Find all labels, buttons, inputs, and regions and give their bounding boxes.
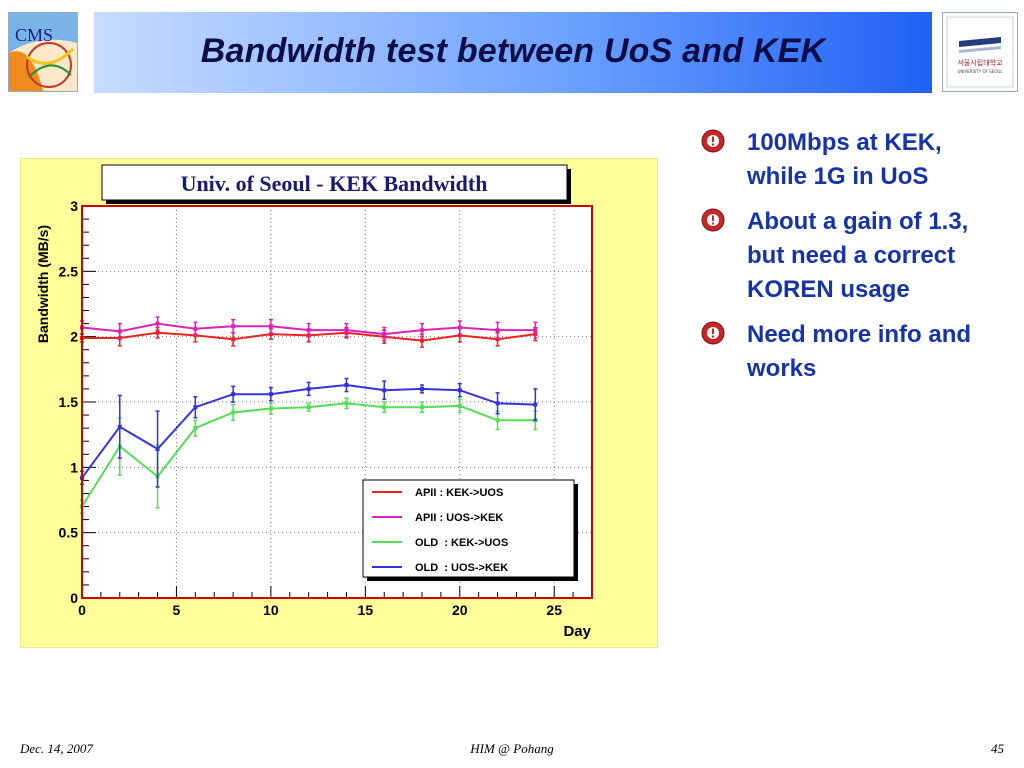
title-bar: Bandwidth test between UoS and KEK — [94, 12, 932, 93]
cms-logo-graphic: CMS — [9, 13, 77, 91]
alert-bullet-icon — [701, 208, 725, 232]
data-point — [268, 392, 273, 397]
data-point — [231, 410, 236, 415]
data-point — [268, 332, 273, 337]
data-point — [231, 324, 236, 329]
legend-label: APII : KEK->UOS — [415, 487, 503, 499]
chart-svg: Bandwidth (MB/s) Day 0 5 10 15 20 25 0 0.5 1 1.5 2… — [19, 157, 659, 649]
data-point — [193, 426, 198, 431]
series-4 — [80, 377, 538, 488]
data-point — [155, 447, 160, 452]
y-tick-label: 0.5 — [59, 525, 79, 541]
bandwidth-chart: Bandwidth (MB/s) Day 0 5 10 15 20 25 0 0.5 1 1.5 2… — [19, 157, 659, 649]
y-tick-label: 3 — [70, 198, 78, 214]
data-point — [382, 388, 387, 393]
data-point — [495, 337, 500, 342]
cms-logo-text: CMS — [15, 25, 53, 45]
legend-label: OLD : UOS->KEK — [415, 562, 508, 574]
y-tick-label: 2.5 — [59, 263, 79, 279]
university-logo-text: 서울시립대학교 — [957, 58, 1003, 67]
x-tick-label: 10 — [263, 602, 279, 618]
data-point — [533, 328, 538, 333]
data-point — [495, 401, 500, 406]
data-point — [457, 333, 462, 338]
data-point — [457, 403, 462, 408]
legend-label: APII : UOS->KEK — [415, 512, 503, 524]
footer-center-text: HIM @ Pohang — [470, 741, 554, 756]
data-point — [193, 326, 198, 331]
chart-title-box: Univ. of Seoul - KEK Bandwidth — [101, 164, 571, 204]
data-point — [117, 424, 122, 429]
data-point — [420, 328, 424, 333]
data-point — [344, 383, 349, 388]
x-tick-label: 5 — [173, 602, 181, 618]
data-point — [420, 405, 424, 410]
data-point — [495, 328, 500, 333]
axes: Bandwidth (MB/s) Day 0 5 10 15 20 25 0 0.5 1 1.5 2… — [35, 198, 593, 640]
x-axis-label: Day — [563, 623, 591, 640]
bullet-item: Need more info and works — [700, 318, 1000, 386]
bullet-text: About a gain of 1.3, but need a correct … — [747, 208, 969, 303]
alert-bullet-icon — [701, 321, 725, 345]
bullet-text: Need more info and works — [747, 321, 972, 382]
legend-label: OLD : KEK->UOS — [415, 537, 508, 549]
data-point — [420, 386, 424, 391]
data-point — [117, 329, 122, 334]
data-point — [457, 388, 462, 393]
data-point — [306, 405, 311, 410]
plot-frame — [81, 205, 593, 599]
series — [80, 316, 538, 514]
data-point — [533, 402, 538, 407]
y-axis-label: Bandwidth (MB/s) — [35, 225, 51, 343]
data-point — [155, 321, 160, 326]
data-point — [420, 338, 424, 343]
x-tick-label: 15 — [358, 602, 374, 618]
slide-title: Bandwidth test between UoS and KEK — [200, 32, 826, 70]
cms-logo: CMS — [8, 12, 78, 92]
y-tick-label: 1 — [70, 459, 78, 475]
data-point — [344, 401, 349, 406]
bullet-item: About a gain of 1.3, but need a correct … — [700, 205, 1000, 307]
data-point — [193, 405, 198, 410]
data-point — [495, 418, 500, 423]
data-point — [457, 325, 462, 330]
data-point — [231, 337, 236, 342]
data-point — [268, 324, 273, 329]
x-tick-label: 0 — [78, 602, 86, 618]
x-tick-label: 20 — [452, 602, 468, 618]
data-point — [382, 332, 387, 337]
data-point — [306, 386, 311, 391]
chart-legend: APII : KEK->UOS APII : UOS->KEK OLD : KEK-… — [362, 479, 578, 581]
y-tick-label: 2 — [70, 329, 78, 345]
data-point — [382, 405, 387, 410]
data-point — [306, 328, 311, 333]
university-logo-subtext: UNIVERSITY OF SEOUL — [957, 69, 1003, 74]
bullet-item: 100Mbps at KEK, while 1G in UoS — [700, 126, 1000, 194]
data-point — [344, 328, 349, 333]
alert-bullet-icon — [701, 129, 725, 153]
data-point — [268, 406, 273, 411]
y-tick-label: 1.5 — [59, 394, 79, 410]
page-number: 45 — [991, 741, 1004, 756]
bullet-list: 100Mbps at KEK, while 1G in UoS About a g… — [700, 126, 1000, 397]
y-tick-label: 0 — [70, 590, 78, 606]
data-point — [155, 330, 160, 335]
footer-date: Dec. 14, 2007 — [20, 741, 93, 756]
bullet-text: 100Mbps at KEK, while 1G in UoS — [747, 129, 942, 190]
data-point — [231, 392, 236, 397]
x-tick-label: 25 — [546, 602, 562, 618]
university-logo: 서울시립대학교 UNIVERSITY OF SEOUL — [942, 12, 1018, 92]
university-logo-graphic: 서울시립대학교 UNIVERSITY OF SEOUL — [946, 16, 1014, 88]
chart-title: Univ. of Seoul - KEK Bandwidth — [181, 171, 488, 196]
